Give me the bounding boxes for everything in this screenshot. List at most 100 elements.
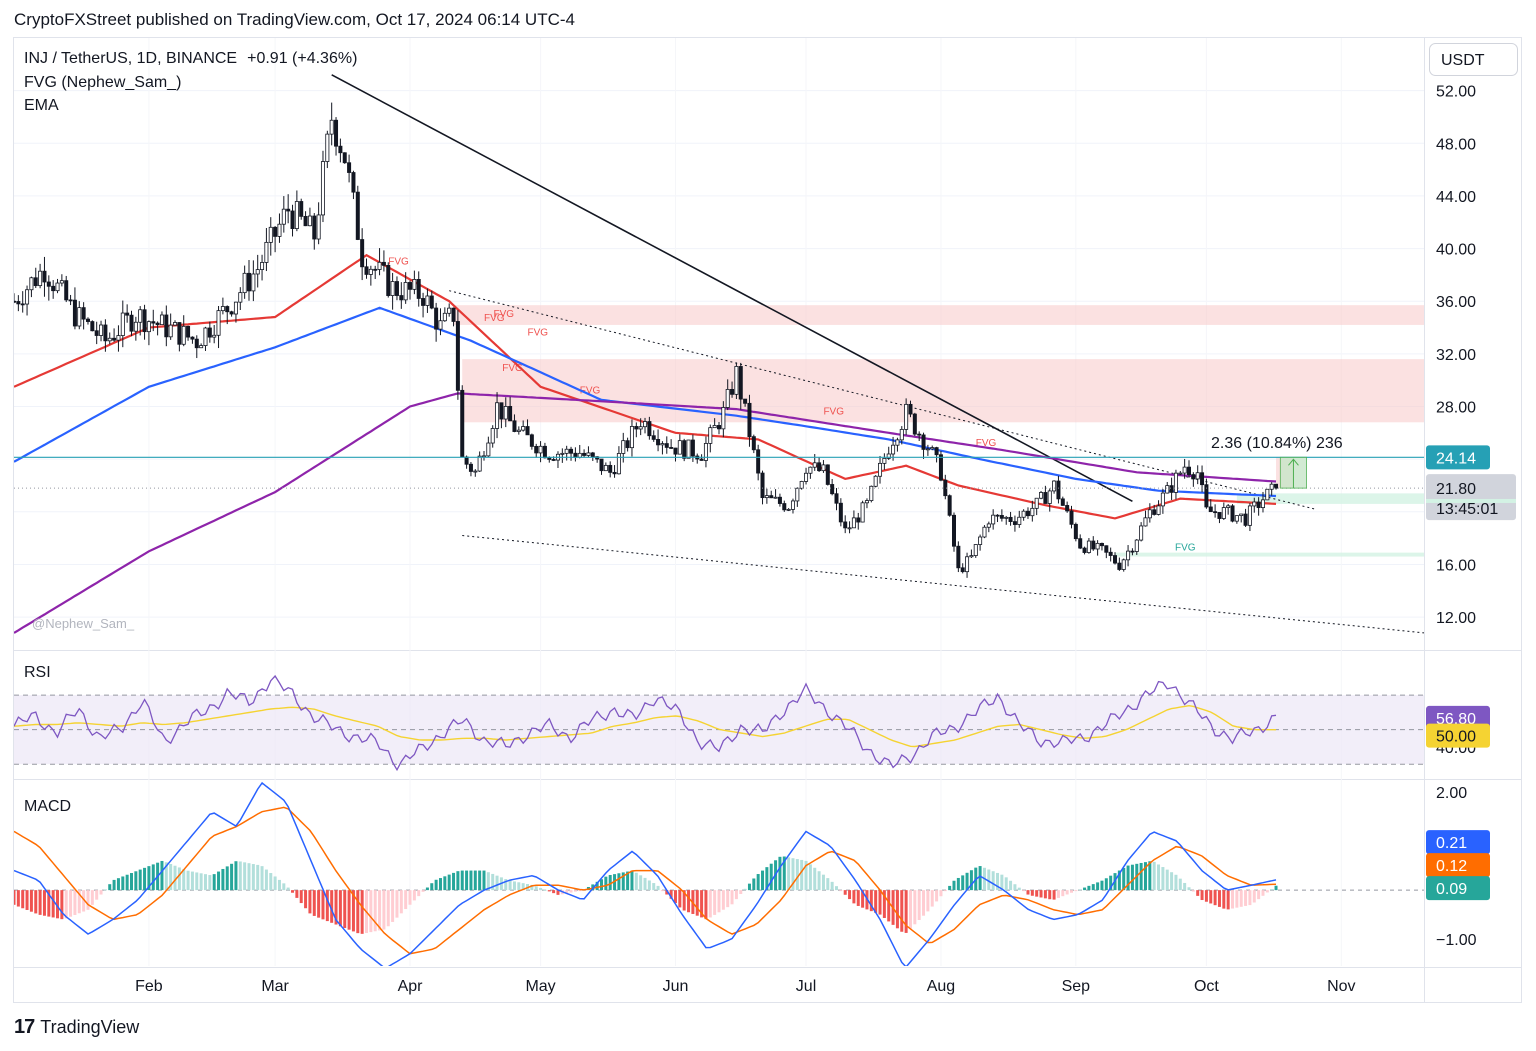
- macd-histogram-bar: [151, 864, 155, 891]
- candle-up: [138, 309, 143, 323]
- candle-up: [1252, 501, 1257, 507]
- macd-histogram-bar: [386, 890, 390, 927]
- macd-histogram-bar: [1257, 890, 1261, 900]
- macd-histogram-bar: [1126, 865, 1130, 891]
- candle-down: [421, 298, 426, 306]
- candle-up: [412, 279, 417, 290]
- macd-histogram-bar: [356, 890, 360, 934]
- macd-histogram-bar: [678, 890, 682, 908]
- candle-down: [42, 270, 47, 283]
- macd-histogram-bar: [234, 861, 238, 891]
- macd-histogram-bar: [1117, 870, 1121, 891]
- macd-histogram-bar: [421, 890, 425, 892]
- candle-down: [1256, 501, 1261, 509]
- candle-down: [451, 307, 456, 322]
- macd-histogram-bar: [134, 871, 138, 891]
- symbol-legend[interactable]: INJ / TetherUS, 1D, BINANCE +0.91 (+4.36%…: [24, 50, 357, 67]
- macd-histogram-bar: [408, 890, 412, 905]
- time-tick-label: Aug: [927, 978, 955, 995]
- macd-histogram-bar: [739, 890, 743, 894]
- candle-up: [991, 514, 996, 525]
- macd-histogram-bar: [948, 885, 952, 891]
- candle-up: [220, 306, 225, 312]
- candle-down: [856, 517, 861, 523]
- macd-histogram-bar: [922, 890, 926, 916]
- candle-up: [1086, 540, 1091, 553]
- macd-histogram-bar: [321, 890, 325, 920]
- trendlines[interactable]: [331, 74, 1424, 634]
- macd-histogram-bar: [778, 856, 782, 891]
- candle-up: [1173, 472, 1178, 493]
- macd-histogram-bar: [634, 872, 638, 891]
- candle-up: [1182, 466, 1187, 474]
- macd-histogram-bar: [443, 876, 447, 891]
- macd-histogram-bar: [935, 890, 939, 902]
- candle-up: [503, 406, 508, 420]
- fvg-indicator-legend[interactable]: FVG (Nephew_Sam_): [24, 74, 181, 91]
- candle-down: [690, 439, 695, 457]
- macd-histogram-bar: [961, 875, 965, 891]
- macd-histogram-bar: [243, 862, 247, 891]
- macd-histogram-bar: [734, 890, 738, 900]
- macd-histogram-bar: [747, 883, 751, 891]
- candle-down: [830, 484, 835, 495]
- currency-button[interactable]: USDT: [1429, 43, 1518, 76]
- rsi-title[interactable]: RSI: [24, 664, 51, 681]
- candle-down: [355, 191, 360, 240]
- candle-down: [651, 435, 656, 440]
- candle-down: [246, 272, 251, 292]
- candle-down: [769, 495, 774, 499]
- macd-histogram-bar: [808, 864, 812, 891]
- macd-histogram-bar: [882, 890, 886, 918]
- candle-up: [442, 312, 447, 322]
- macd-pane: [14, 781, 1424, 966]
- macd-histogram-bar: [600, 879, 603, 891]
- candle-up: [1034, 497, 1039, 509]
- time-tick-label: Apr: [398, 978, 424, 995]
- candle-down: [599, 458, 604, 472]
- macd-histogram-bar: [926, 890, 930, 912]
- tradingview-footer[interactable]: 17 TradingView: [14, 1016, 139, 1039]
- candle-down: [290, 210, 295, 229]
- candle-up: [238, 292, 243, 303]
- candle-up: [159, 314, 164, 326]
- price-tick-label: 28.00: [1436, 400, 1476, 417]
- candle-up: [786, 508, 791, 511]
- candle-down: [1078, 538, 1083, 549]
- macd-histogram-bar: [395, 890, 399, 918]
- macd-histogram-bar: [869, 890, 873, 912]
- macd-histogram-bar: [273, 876, 277, 891]
- candle-down: [647, 421, 652, 437]
- candle-up: [560, 452, 565, 455]
- macd-histogram-bar: [64, 890, 68, 919]
- macd-histogram-bar: [221, 868, 225, 891]
- macd-histogram-bar: [543, 889, 547, 891]
- candle-down: [908, 403, 913, 415]
- candle-up: [1165, 485, 1170, 494]
- candle-up: [764, 495, 769, 499]
- macd-histogram-bar: [621, 872, 625, 891]
- candle-up: [812, 462, 817, 468]
- candle-up: [38, 270, 43, 287]
- macd-histogram-bar: [1244, 890, 1248, 906]
- macd-histogram-bar: [1091, 884, 1095, 891]
- macd-histogram-bar: [639, 875, 643, 891]
- candle-up: [107, 337, 112, 342]
- macd-histogram-bar: [578, 890, 582, 892]
- candle-down: [64, 280, 69, 301]
- macd-histogram-bar: [77, 890, 81, 914]
- candle-down: [334, 119, 339, 147]
- candle-down: [947, 495, 952, 516]
- candle-down: [999, 515, 1004, 519]
- ema-indicator-legend[interactable]: EMA: [24, 97, 59, 114]
- candle-down: [186, 325, 191, 338]
- candle-up: [1134, 539, 1139, 552]
- macd-histogram-bar: [382, 890, 386, 930]
- macd-histogram-bar: [787, 857, 791, 891]
- macd-title[interactable]: MACD: [24, 798, 71, 815]
- macd-histogram-bar: [438, 878, 442, 891]
- macd-histogram-bar: [965, 872, 969, 891]
- macd-histogram-bar: [1200, 890, 1204, 901]
- candle-down: [351, 172, 356, 193]
